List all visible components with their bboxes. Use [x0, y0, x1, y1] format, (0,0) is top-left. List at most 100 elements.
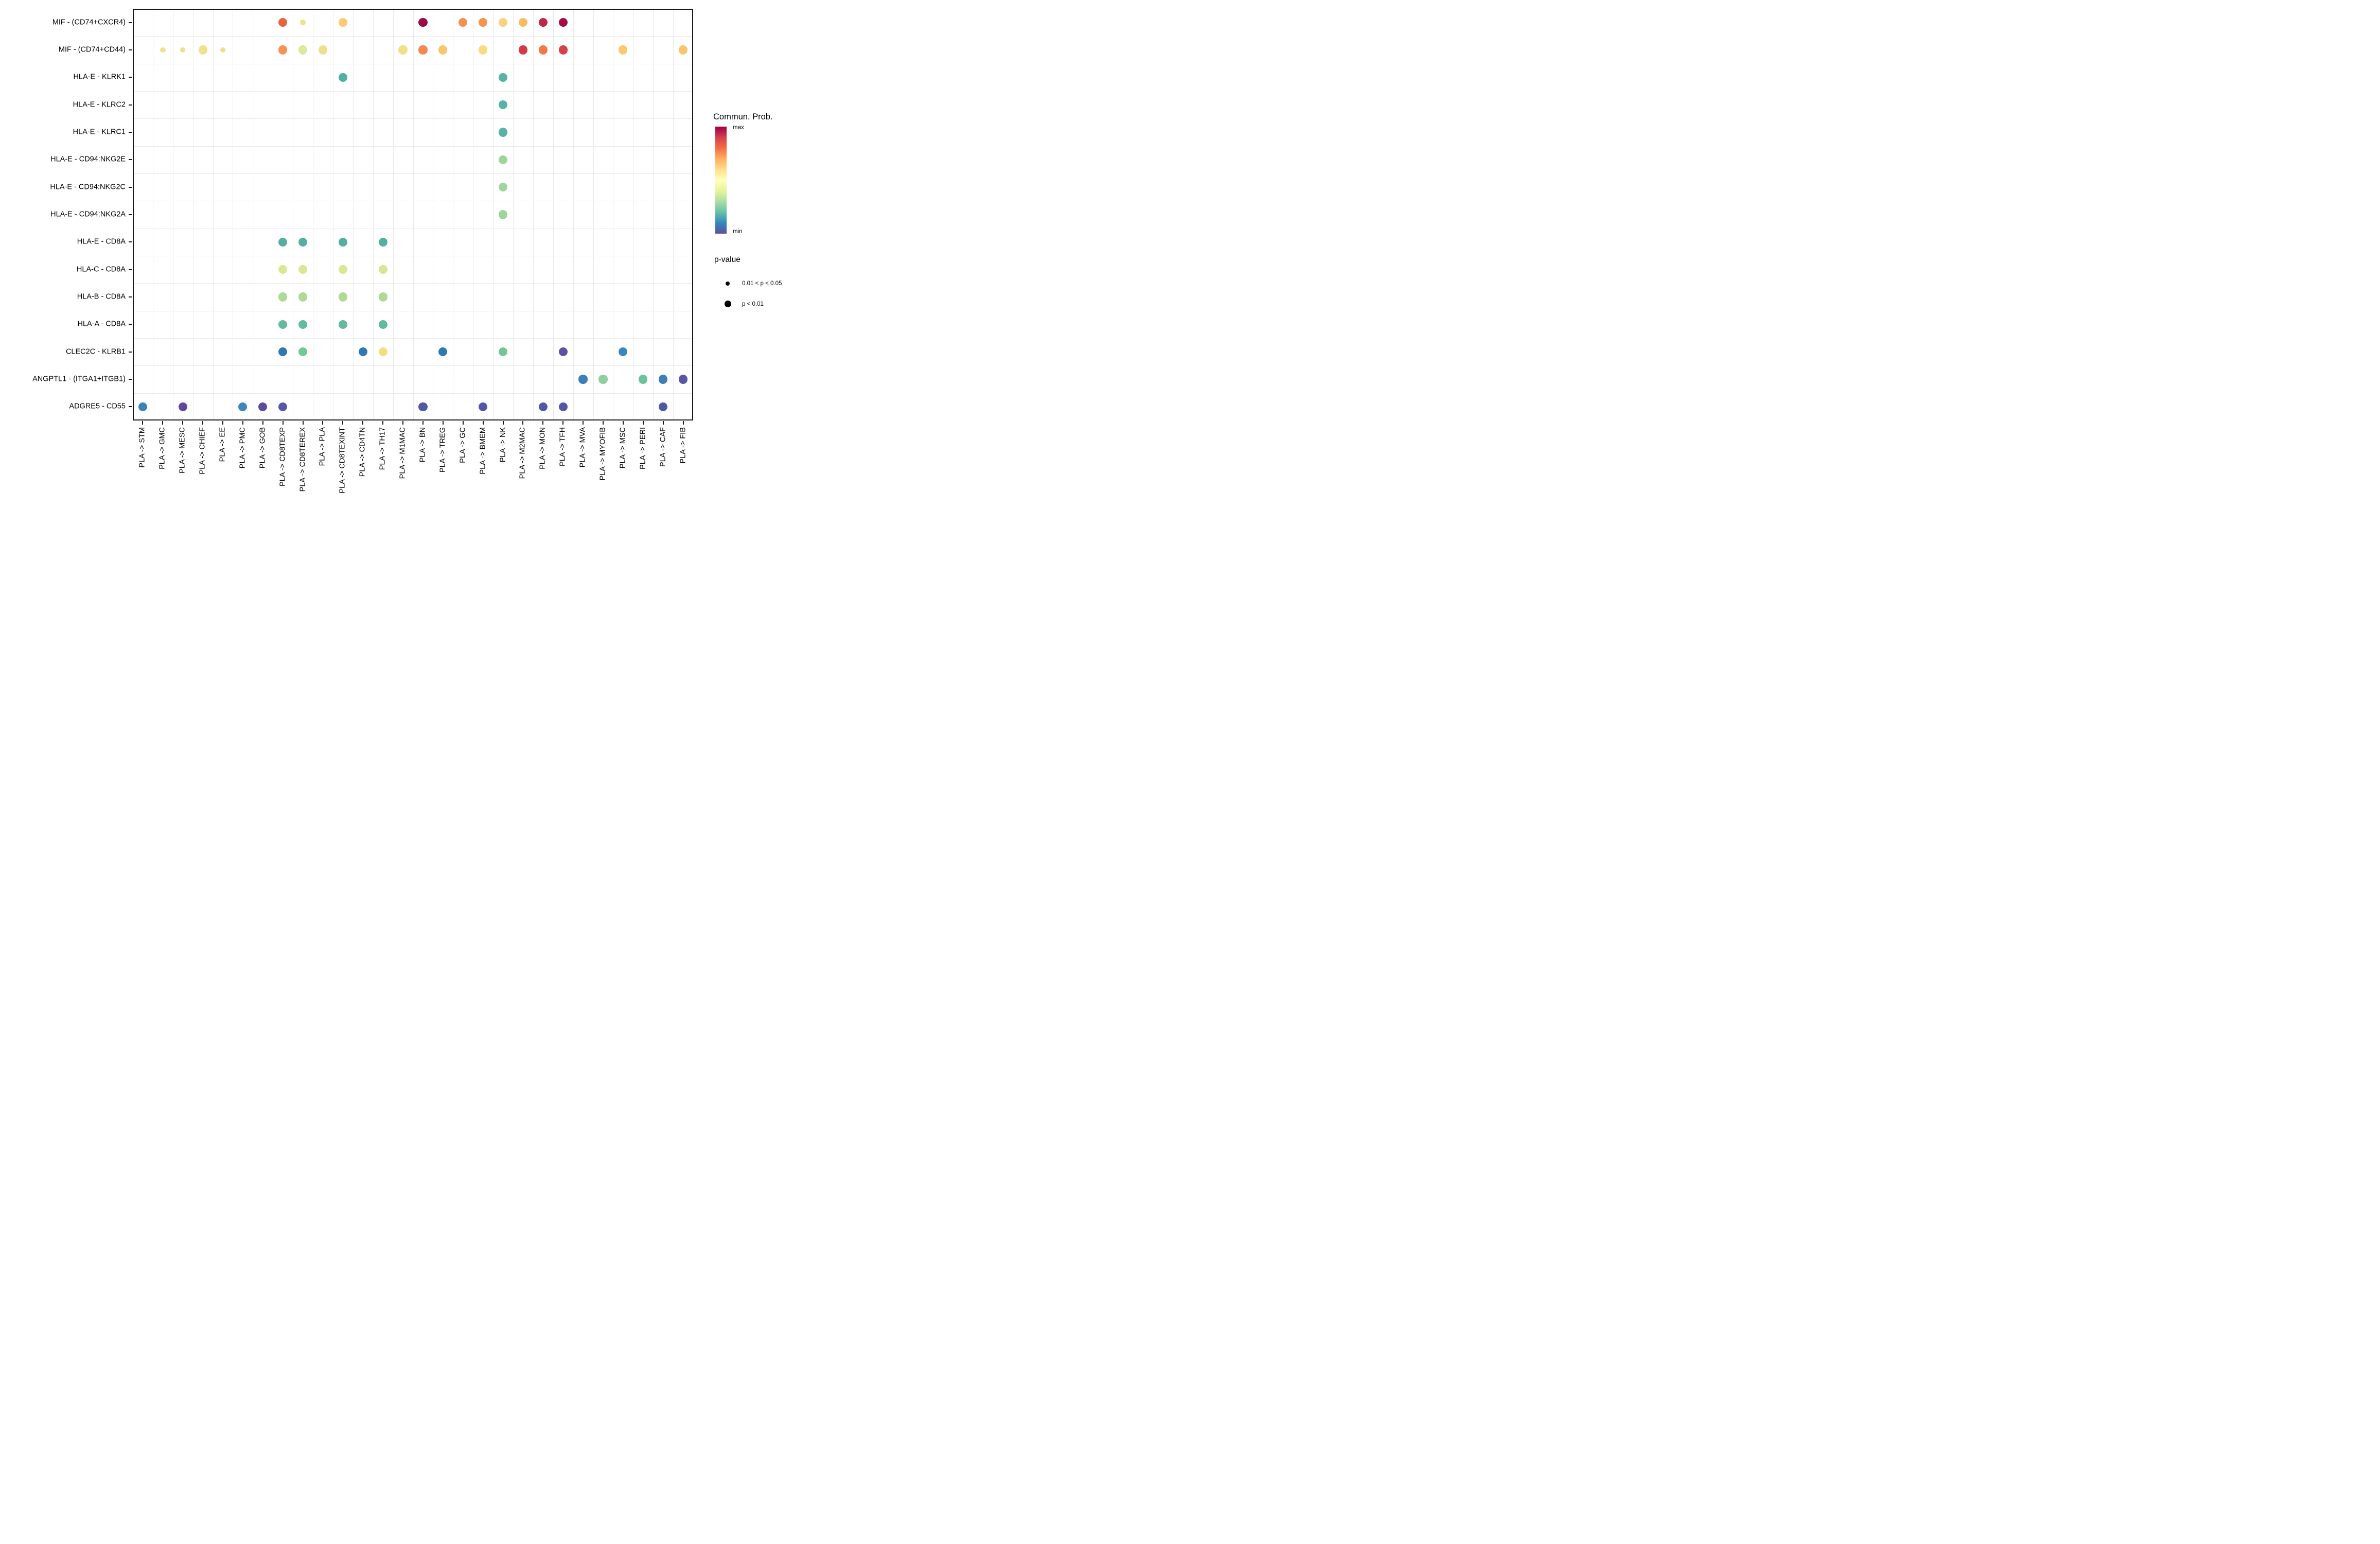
x-axis-label: PLA -> TREG — [438, 427, 447, 472]
x-axis-label: PLA -> GMC — [158, 427, 167, 469]
pvalue-small-label: 0.01 < p < 0.05 — [742, 280, 782, 287]
y-axis-label: HLA-E - CD8A — [77, 237, 126, 246]
gridline-vertical — [513, 9, 514, 420]
dot — [298, 45, 308, 55]
x-axis-label: PLA -> FIB — [679, 427, 687, 464]
x-axis-tick — [382, 421, 384, 425]
y-axis-tick — [129, 351, 132, 353]
dot — [639, 375, 648, 384]
y-axis-tick — [129, 159, 132, 161]
x-axis-tick — [402, 421, 404, 425]
dot — [558, 45, 568, 55]
dot — [438, 45, 448, 55]
dot — [659, 375, 668, 384]
gridline-vertical — [653, 9, 654, 420]
x-axis-label: PLA -> STM — [138, 427, 147, 468]
y-axis-tick — [129, 186, 132, 188]
x-axis-label: PLA -> TFH — [558, 427, 567, 466]
y-axis-label: ANGPTL1 - (ITGA1+ITGB1) — [32, 375, 126, 383]
gridline-vertical — [352, 9, 354, 420]
x-axis-tick — [142, 421, 144, 425]
gridline-horizontal — [133, 338, 693, 339]
gridline-vertical — [573, 9, 574, 420]
dot — [298, 347, 308, 357]
x-axis-label: PLA -> PERI — [639, 427, 647, 469]
y-axis-tick — [129, 324, 132, 325]
y-axis-tick — [129, 269, 132, 270]
y-axis-label: HLA-C - CD8A — [76, 265, 126, 274]
y-axis-label: HLA-A - CD8A — [77, 320, 126, 328]
dot — [479, 18, 488, 27]
y-axis-tick — [129, 379, 132, 380]
dot — [338, 292, 347, 302]
dot — [558, 402, 568, 411]
dot — [298, 265, 308, 274]
dot — [659, 402, 668, 411]
x-axis-label: PLA -> CD4TN — [358, 427, 367, 477]
pvalue-small-dot — [726, 282, 730, 286]
x-axis-label: PLA -> TH17 — [378, 427, 387, 470]
x-axis-label: PLA -> CAF — [659, 427, 667, 467]
gridline-vertical — [373, 9, 374, 420]
dot — [479, 45, 488, 55]
gridline-horizontal — [133, 393, 693, 394]
dot — [558, 18, 568, 27]
dot — [220, 47, 226, 53]
x-axis-label: PLA -> PMC — [238, 427, 247, 469]
x-axis-tick — [622, 421, 624, 425]
colorbar-legend-title: Commun. Prob. — [713, 112, 773, 121]
y-axis-label: HLA-E - CD94:NKG2C — [50, 183, 126, 191]
x-axis-label: PLA -> MYOFIB — [598, 427, 607, 481]
x-axis-tick — [282, 421, 284, 425]
y-axis-tick — [129, 406, 132, 408]
colorbar-gradient — [715, 127, 727, 234]
colorbar-min-label: min — [733, 229, 743, 235]
x-axis-label: PLA -> GC — [459, 427, 467, 463]
dot — [378, 320, 387, 329]
gridline-vertical — [593, 9, 594, 420]
dot — [538, 18, 548, 27]
dot — [160, 47, 166, 53]
x-axis-label: PLA -> NK — [499, 427, 507, 463]
dot — [298, 320, 308, 329]
y-axis-label: HLA-E - KLRC1 — [73, 128, 126, 136]
x-axis-label: PLA -> MON — [538, 427, 547, 469]
dot — [358, 347, 367, 357]
dot — [418, 45, 428, 55]
dot — [498, 155, 508, 164]
dot — [138, 402, 148, 411]
dot — [678, 375, 688, 384]
dot — [298, 237, 308, 247]
dot — [278, 45, 288, 55]
x-axis-label: PLA -> MVA — [578, 427, 587, 468]
dot — [598, 375, 608, 384]
dot — [258, 402, 268, 411]
dot — [338, 18, 347, 27]
gridline-vertical — [413, 9, 414, 420]
x-axis-tick — [242, 421, 243, 425]
y-axis-tick — [129, 77, 132, 78]
colorbar-max-label: max — [733, 125, 744, 131]
dot — [479, 402, 488, 411]
y-axis-label: HLA-E - CD94:NKG2E — [50, 155, 126, 164]
dot — [278, 320, 288, 329]
dot — [498, 73, 508, 82]
dot — [538, 45, 548, 55]
x-axis-tick — [522, 421, 524, 425]
dot — [518, 18, 527, 27]
gridline-vertical — [393, 9, 394, 420]
x-axis-tick — [202, 421, 204, 425]
y-axis-label: MIF - (CD74+CXCR4) — [52, 18, 126, 27]
gridline-horizontal — [133, 91, 693, 92]
dot — [619, 45, 628, 55]
y-axis-tick — [129, 22, 132, 23]
dot — [238, 402, 248, 411]
bubble-plot-figure: MIF - (CD74+CXCR4) MIF - (CD74+CD44) HLA-E… — [0, 0, 794, 515]
x-axis-tick — [642, 421, 644, 425]
x-axis-label: PLA -> BMEM — [479, 427, 487, 475]
dot — [278, 347, 288, 357]
x-axis-label: PLA -> CD8TEREX — [298, 427, 307, 492]
x-axis-label: PLA -> CHIEF — [198, 427, 207, 475]
gridline-horizontal — [133, 283, 693, 284]
y-axis-tick — [129, 132, 132, 133]
